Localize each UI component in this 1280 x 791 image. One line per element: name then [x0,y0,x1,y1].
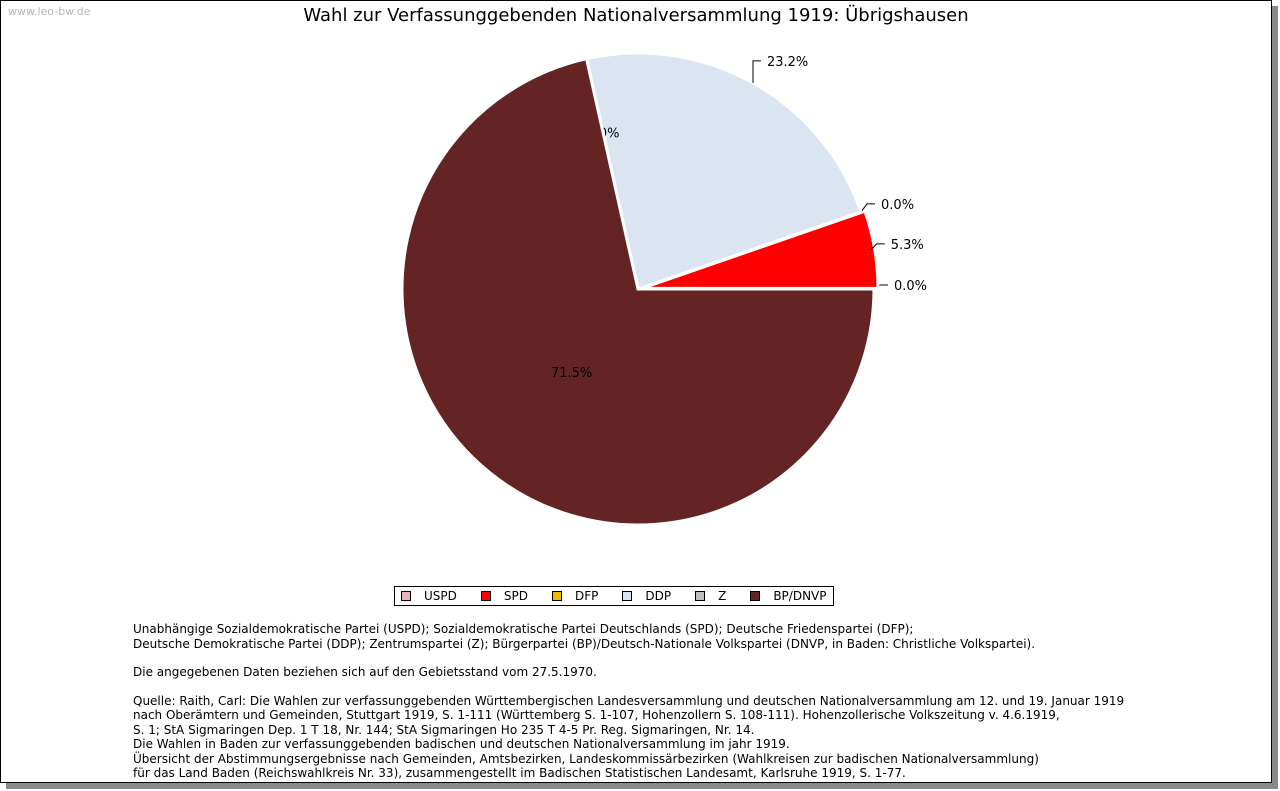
chart-title: Wahl zur Verfassunggebenden Nationalvers… [303,5,969,26]
legend-swatch [401,591,411,601]
slice-label-ddp: 23.2% [767,55,808,70]
slice-label-spd: 5.3% [891,238,924,253]
leader-line-spd [870,243,885,251]
legend-label: BP/DNVP [773,589,827,603]
notes: Unabhängige Sozialdemokratische Partei (… [133,622,1233,781]
note-line: Deutsche Demokratische Partei (DDP); Zen… [133,636,1036,651]
legend-label: DFP [574,589,599,603]
slice-label-bp-dnvp: 71.5% [551,366,592,381]
legend: USPD SPD DFP DDP Z BP/DNVP [394,586,834,606]
note-line: Die angegebenen Daten beziehen sich auf … [133,665,597,679]
legend-swatch [695,591,706,601]
note-line: Unabhängige Sozialdemokratische Partei (… [133,622,914,636]
pie-slice-ddp [584,51,863,291]
note-line: für das Land Baden (Reichswahlkreis Nr. … [133,766,906,780]
pie-slice-bp-dnvp [400,56,876,527]
legend-item-spd: SPD [480,589,528,603]
pie-chart: 0.0%5.3%0.0%23.2%0.0%71.5% [400,51,927,527]
legend-item-z: Z [695,589,726,603]
note-line: Übersicht der Abstimmungsergebnisse nach… [133,751,1039,766]
legend-swatch [750,591,761,601]
note-line: nach Oberämtern und Gemeinden, Stuttgart… [133,708,1060,722]
note-line: S. 1; StA Sigmaringen Dep. 1 T 18, Nr. 1… [133,722,755,737]
legend-item-bp-dnvp: BP/DNVP [750,589,827,603]
legend-item-ddp: DDP [622,589,671,603]
legend-label: Z [718,589,727,603]
pie-slice-spd [641,209,880,290]
leader-line-dfp [860,203,876,213]
watermark: www.leo-bw.de [8,5,91,18]
legend-item-dfp: DFP [551,589,599,603]
leader-line-ddp [752,60,761,83]
legend-label: USPD [424,589,457,603]
legend-label: DDP [645,589,672,603]
legend-swatch [551,591,562,601]
note-line: Quelle: Raith, Carl: Die Wahlen zur verf… [133,693,1125,708]
legend-label: SPD [503,589,528,603]
legend-item-uspd: USPD [401,589,457,603]
slice-label-dfp: 0.0% [881,198,914,213]
legend-swatch [622,591,633,601]
legend-swatch [480,591,491,601]
slice-label-uspd: 0.0% [894,279,927,294]
note-line: Die Wahlen in Baden zur verfassunggebend… [133,737,790,751]
